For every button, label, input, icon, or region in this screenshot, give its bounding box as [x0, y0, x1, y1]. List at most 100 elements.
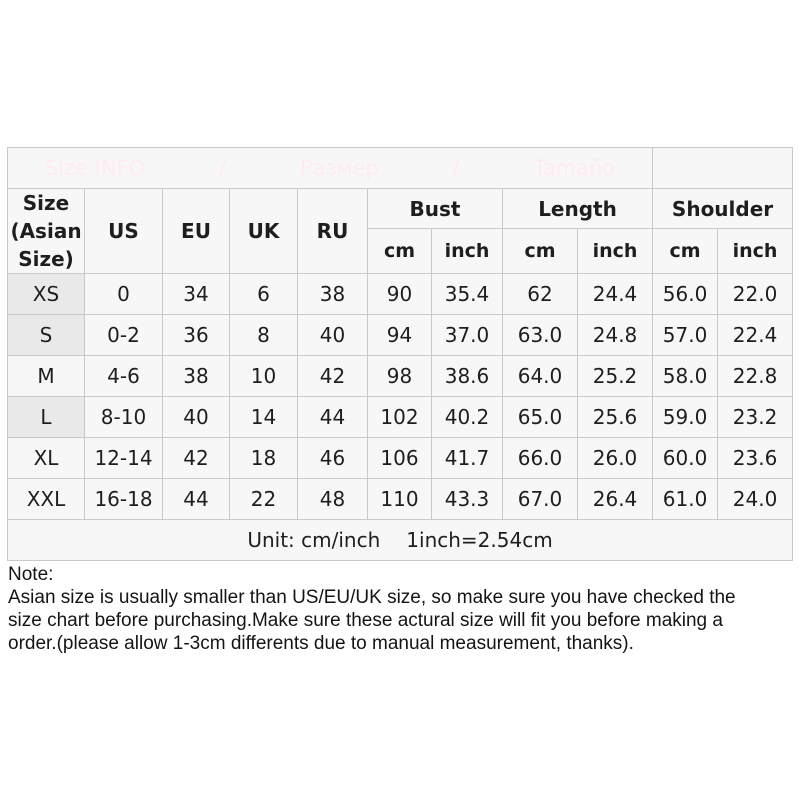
cell-bust-cm: 106 [367, 437, 432, 479]
table-row-l: L 8-10 40 14 44 102 40.2 65.0 25.6 59.0 … [7, 396, 794, 438]
cell-eu: 36 [162, 314, 230, 356]
note-heading: Note: [8, 564, 54, 585]
title-segment-razmer: Размер [299, 156, 379, 180]
cell-shoulder-inch: 22.4 [717, 314, 794, 356]
note-section: Note: Asian size is usually smaller than… [8, 563, 798, 655]
cell-size: L [7, 396, 85, 438]
cell-length-cm: 67.0 [502, 478, 578, 520]
title-row: Size INFO / Размер / Tamaño [6, 147, 794, 189]
header-uk: UK [229, 188, 298, 274]
cell-bust-cm: 90 [367, 273, 432, 315]
cell-length-cm: 65.0 [502, 396, 578, 438]
note-line-3: order.(please allow 1-3cm differents due… [8, 633, 634, 654]
table-row-xl: XL 12-14 42 18 46 106 41.7 66.0 26.0 60.… [7, 437, 794, 479]
cell-eu: 42 [162, 437, 230, 479]
header-size-asian-size: Size (Asian Size) [7, 188, 85, 274]
cell-length-inch: 26.0 [576, 437, 654, 479]
cell-shoulder-cm: 56.0 [652, 273, 719, 315]
title-text: Size INFO / Размер / Tamaño [9, 156, 652, 180]
cell-uk: 10 [229, 355, 298, 397]
cell-us: 0-2 [84, 314, 163, 356]
header-length-inch: inch [576, 228, 654, 274]
cell-size: XS [7, 273, 85, 315]
table-title-bar: Size INFO / Размер / Tamaño [6, 147, 654, 189]
cell-uk: 22 [229, 478, 298, 520]
cell-uk: 8 [229, 314, 298, 356]
table-row-xs: XS 0 34 6 38 90 35.4 62 24.4 56.0 22.0 [7, 273, 794, 315]
cell-shoulder-cm: 60.0 [652, 437, 719, 479]
header-length-cm: cm [502, 228, 578, 274]
cell-shoulder-inch: 24.0 [717, 478, 794, 520]
cell-bust-cm: 94 [367, 314, 432, 356]
cell-length-cm: 66.0 [502, 437, 578, 479]
cell-uk: 14 [229, 396, 298, 438]
header-size-line: Size) [18, 247, 74, 271]
header-us: US [84, 188, 163, 274]
cell-shoulder-inch: 22.0 [717, 273, 794, 315]
cell-shoulder-cm: 59.0 [652, 396, 719, 438]
cell-shoulder-inch: 23.6 [717, 437, 794, 479]
cell-bust-inch: 38.6 [431, 355, 503, 397]
cell-length-cm: 63.0 [502, 314, 578, 356]
header-length: Length [501, 187, 654, 230]
cell-ru: 46 [297, 437, 368, 479]
header-group-row: Size (Asian Size) US EU UK RU Bust Lengt… [7, 187, 794, 274]
table-row-xxl: XXL 16-18 44 22 48 110 43.3 67.0 26.4 61… [7, 478, 794, 520]
cell-us: 12-14 [84, 437, 163, 479]
unit-label: Unit: cm/inch [247, 528, 381, 552]
title-segment-size-info: Size INFO [44, 156, 146, 180]
cell-bust-cm: 98 [367, 355, 432, 397]
cell-shoulder-inch: 22.8 [717, 355, 794, 397]
cell-eu: 34 [162, 273, 230, 315]
cell-ru: 38 [297, 273, 368, 315]
unit-footer-cell: Unit: cm/inch 1inch=2.54cm [6, 519, 794, 561]
header-shoulder-inch: inch [717, 228, 794, 274]
cell-size: XXL [7, 478, 85, 520]
cell-size: XL [7, 437, 85, 479]
table-row-s: S 0-2 36 8 40 94 37.0 63.0 24.8 57.0 22.… [7, 314, 794, 356]
cell-bust-inch: 37.0 [431, 314, 503, 356]
cell-bust-inch: 35.4 [431, 273, 503, 315]
header-shoulder-cm: cm [652, 228, 719, 274]
cell-ru: 42 [297, 355, 368, 397]
header-bust: Bust [367, 187, 503, 230]
cell-shoulder-inch: 23.2 [717, 396, 794, 438]
cell-shoulder-cm: 58.0 [652, 355, 719, 397]
note-line-2: size chart before purchasing.Make sure t… [8, 610, 723, 631]
title-blank-cell [652, 147, 794, 189]
cell-us: 4-6 [84, 355, 163, 397]
cell-us: 16-18 [84, 478, 163, 520]
cell-eu: 44 [162, 478, 230, 520]
cell-bust-cm: 102 [367, 396, 432, 438]
cell-shoulder-cm: 61.0 [652, 478, 719, 520]
cell-bust-inch: 41.7 [431, 437, 503, 479]
cell-length-inch: 25.6 [576, 396, 654, 438]
cell-bust-cm: 110 [367, 478, 432, 520]
cell-eu: 40 [162, 396, 230, 438]
cell-length-cm: 64.0 [502, 355, 578, 397]
header-shoulder: Shoulder [652, 187, 794, 230]
header-bust-cm: cm [367, 228, 432, 274]
cell-size: M [7, 355, 85, 397]
table-row-m: M 4-6 38 10 42 98 38.6 64.0 25.2 58.0 22… [7, 355, 794, 397]
cell-eu: 38 [162, 355, 230, 397]
cell-length-cm: 62 [502, 273, 578, 315]
title-separator: / [219, 156, 227, 180]
header-size-line: Size [22, 191, 70, 215]
header-units-row: cm inch cm inch cm inch [8, 228, 794, 274]
header-size-line: (Asian [10, 219, 82, 243]
cell-length-inch: 26.4 [576, 478, 654, 520]
cell-length-inch: 24.4 [576, 273, 654, 315]
cell-ru: 40 [297, 314, 368, 356]
cell-us: 8-10 [84, 396, 163, 438]
cell-bust-inch: 40.2 [431, 396, 503, 438]
cell-length-inch: 25.2 [576, 355, 654, 397]
cell-size: S [7, 314, 85, 356]
cell-bust-inch: 43.3 [431, 478, 503, 520]
header-ru: RU [297, 188, 368, 274]
header-bust-inch: inch [431, 228, 503, 274]
cell-ru: 44 [297, 396, 368, 438]
cell-shoulder-cm: 57.0 [652, 314, 719, 356]
note-line-1: Asian size is usually smaller than US/EU… [8, 587, 736, 608]
